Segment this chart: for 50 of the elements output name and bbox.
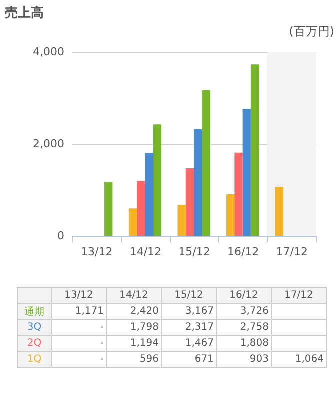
- category-label: 15/12: [174, 290, 204, 301]
- bar: [275, 187, 284, 236]
- category-label: 14/12: [120, 290, 148, 301]
- data-label: 1,808: [216, 336, 272, 352]
- bar: [234, 152, 243, 236]
- data-label: 2,317: [162, 320, 216, 336]
- x-tick-label: 17/12: [276, 246, 308, 258]
- x-tick-label: 15/12: [178, 246, 210, 258]
- x-tick-label: 16/12: [227, 246, 260, 258]
- text: -: [100, 322, 104, 333]
- bar: [202, 90, 210, 236]
- data-label: 903: [216, 352, 272, 368]
- data-label: 1,171: [52, 304, 106, 320]
- bar: [250, 64, 260, 236]
- category-label: 13/12: [64, 290, 94, 301]
- y-axis-title: (百万円): [289, 24, 334, 38]
- bar: [137, 181, 146, 236]
- text: -: [100, 354, 104, 365]
- text: 2Q: [18, 336, 52, 352]
- data-label: 1,064: [272, 352, 326, 368]
- bar: [145, 153, 154, 236]
- bar: [242, 109, 251, 236]
- bar: [128, 208, 138, 236]
- text: 17/12: [284, 290, 314, 301]
- bar: [194, 129, 202, 236]
- data-label: 1,194: [106, 336, 162, 352]
- text: 1Q: [18, 352, 52, 368]
- x-tick-label: 14/12: [130, 246, 162, 258]
- bar: [153, 124, 162, 236]
- chart-title: 売上高: [5, 4, 44, 22]
- bar: [178, 205, 186, 236]
- data-label: 2,758: [216, 320, 272, 336]
- data-label: 3,726: [216, 304, 272, 320]
- y-tick-label: 4,000: [33, 46, 64, 58]
- bar: [226, 194, 235, 236]
- data-label: 1,467: [162, 336, 216, 352]
- data-label: 2,420: [106, 304, 162, 320]
- data-label: 671: [162, 352, 216, 368]
- data-label: 3,167: [162, 304, 216, 320]
- bar: [186, 168, 194, 236]
- y-tick-label: 0: [58, 230, 64, 242]
- data-label: 596: [106, 352, 162, 368]
- y-tick-label: 2,000: [33, 138, 64, 150]
- data-label: 1,798: [106, 320, 162, 336]
- bar: [104, 182, 113, 236]
- text: 通期: [18, 304, 52, 320]
- x-tick-label: 13/12: [81, 246, 113, 258]
- text: -: [100, 338, 104, 349]
- text: 3Q: [18, 320, 52, 336]
- category-label: 16/12: [230, 290, 258, 301]
